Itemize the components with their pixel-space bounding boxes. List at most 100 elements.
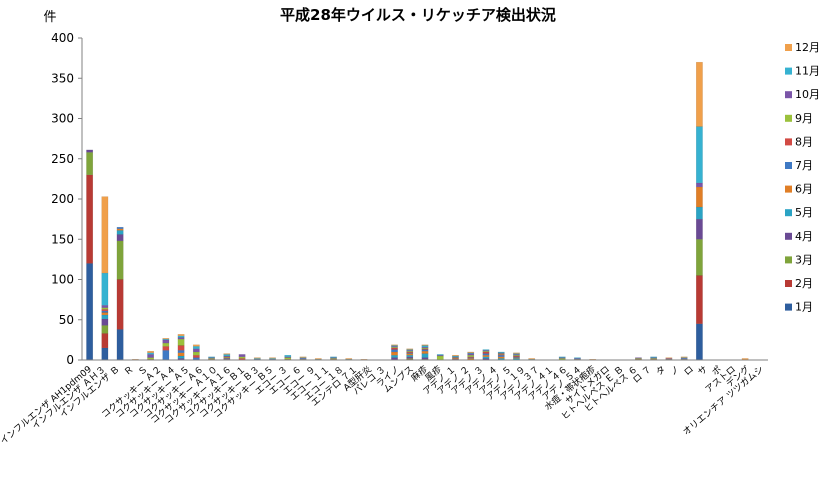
bar-segment	[421, 353, 429, 358]
bar-segment	[116, 226, 124, 229]
bar-segment	[177, 335, 185, 338]
bar-segment	[101, 272, 109, 306]
bar-segment	[147, 350, 155, 353]
bar-segment	[116, 234, 124, 242]
bar-segment	[574, 357, 581, 359]
bar-segment	[436, 354, 444, 356]
bar-segment	[162, 346, 170, 351]
bar-segment	[391, 344, 398, 346]
bar-segment	[497, 356, 505, 359]
bar-segment	[695, 182, 703, 188]
bar-segment	[391, 349, 398, 353]
bar-segment	[223, 353, 231, 355]
legend-label: 4月	[795, 230, 813, 243]
legend-label: 2月	[795, 277, 813, 290]
bar-segment	[695, 61, 703, 127]
bar-segment	[177, 350, 185, 353]
y-tick-label: 100	[51, 273, 74, 287]
x-tick-label: ロ	[683, 365, 696, 378]
legend-label: 5月	[795, 206, 813, 219]
bar-segment	[467, 354, 475, 357]
bar-segment	[695, 218, 703, 240]
bar-segment	[635, 358, 642, 360]
bar-segment	[482, 354, 490, 357]
bar-segment	[116, 228, 124, 231]
bar-segment	[406, 351, 414, 353]
bar-segment	[223, 358, 231, 360]
bar-segment	[695, 323, 703, 361]
bar-segment	[330, 356, 337, 358]
bar-segment	[482, 351, 490, 354]
bar-segment	[116, 240, 124, 280]
bar-segment	[513, 354, 520, 357]
bar-segment	[192, 348, 200, 353]
bar-segment	[101, 325, 109, 334]
x-tick-label: Ｒ	[123, 365, 136, 378]
bar-segment	[284, 354, 292, 357]
bar-segment	[650, 356, 658, 358]
bar-segment	[467, 351, 475, 353]
bar-segment	[391, 354, 398, 358]
bar-segment	[513, 352, 520, 354]
bar-segment	[238, 354, 246, 357]
bar-segment	[162, 338, 170, 340]
bar-segment	[421, 345, 429, 348]
legend-label: 10月	[795, 88, 820, 101]
bar-segment	[101, 318, 109, 326]
y-axis: 0 50 100 150 200 250 300 350 400	[51, 31, 83, 367]
legend-label: 9月	[795, 112, 813, 125]
bar-segment	[208, 356, 215, 358]
legend-label: 3月	[795, 253, 813, 266]
legend-label: 6月	[795, 183, 813, 196]
bar-segment	[406, 354, 414, 357]
legend-swatch	[785, 185, 792, 193]
y-tick-label: 250	[51, 152, 74, 166]
bar-segment	[284, 357, 292, 360]
bar-segment	[177, 338, 185, 346]
bar-segment	[391, 345, 398, 347]
x-tick-label: インフルエンザ ＡＨ３	[30, 364, 108, 432]
bar-segment	[482, 356, 490, 359]
bar-segment	[192, 354, 200, 358]
bar-segment	[299, 356, 307, 358]
chart-title: 平成28年ウイルス・リケッチア検出状況	[280, 6, 556, 24]
bar-segment	[177, 355, 185, 359]
bar-segment	[482, 349, 490, 351]
legend-swatch	[785, 162, 792, 169]
bar-segment	[665, 358, 673, 360]
bar-segment	[177, 334, 185, 337]
bar-segment	[421, 350, 429, 354]
bar-segment	[574, 358, 581, 360]
bar-segment	[116, 329, 124, 361]
bar-segment	[665, 357, 673, 359]
x-tick-label: サ	[696, 364, 710, 378]
bar-segment	[650, 358, 658, 360]
bar-segment	[421, 349, 429, 352]
legend-swatch	[785, 44, 792, 51]
bar-segment	[86, 152, 94, 176]
bar-segment	[695, 186, 703, 208]
bar-segment	[177, 352, 185, 357]
bar-segment	[86, 263, 94, 361]
bar-segment	[116, 230, 124, 235]
bar-segment	[253, 358, 261, 360]
bar-segment	[558, 356, 566, 358]
bar-segment	[635, 357, 642, 359]
bar-segment	[452, 358, 459, 360]
bar-segment	[314, 358, 322, 360]
bar-segment	[528, 358, 536, 360]
bar-segment	[345, 358, 353, 360]
bar-segment	[406, 356, 414, 359]
y-tick-label: 150	[51, 232, 74, 246]
bar-segment	[695, 275, 703, 324]
bar-segment	[391, 351, 398, 356]
bar-segment	[238, 356, 246, 359]
bar-segment	[192, 344, 200, 347]
bar-segment	[101, 309, 109, 312]
bar-segment	[101, 347, 109, 361]
bar-segment	[101, 312, 109, 316]
bar-segment	[330, 358, 337, 360]
legend-swatch	[785, 256, 792, 264]
bar-segment	[177, 337, 185, 340]
